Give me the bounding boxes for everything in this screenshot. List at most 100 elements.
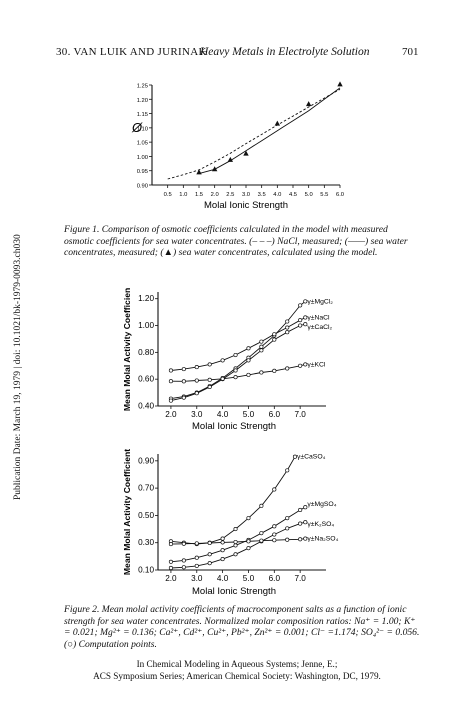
- x-tick-label: 5.5: [320, 192, 328, 198]
- computation-point: [285, 366, 290, 371]
- computation-point: [220, 358, 225, 363]
- computation-point: [233, 352, 238, 358]
- figure1-marks: [167, 81, 343, 180]
- computation-point: [181, 565, 186, 570]
- y-tick-label: 0.80: [138, 348, 154, 357]
- y-tick-label: 1.25: [137, 84, 148, 90]
- computation-point: [220, 536, 225, 541]
- data-point-triangle: [227, 156, 234, 162]
- computation-point: [220, 376, 225, 381]
- y-tick-label: 0.40: [138, 402, 154, 411]
- computation-point: [298, 363, 303, 368]
- series-line: [170, 317, 306, 371]
- computation-point: [181, 395, 186, 400]
- computation-point: [181, 558, 186, 563]
- figure2-top-x-label: Molal Ionic Strength: [192, 421, 276, 432]
- y-tick-label: 0.50: [138, 511, 154, 520]
- page-number: 701: [402, 46, 419, 58]
- computation-point: [285, 526, 290, 531]
- computation-point: [303, 520, 308, 525]
- series-label: γ±MgCl₂: [307, 298, 333, 305]
- figure2-bottom-marks: γ±CaSO₄ γ±MgSO₄ γ±K₂SO₄ γ±Na₂SO₄: [168, 454, 339, 571]
- y-tick-label: 0.70: [138, 484, 154, 493]
- x-tick-label: 7.0: [294, 574, 306, 583]
- data-point-triangle: [196, 169, 202, 175]
- computation-point: [259, 339, 264, 344]
- x-tick-label: 5.0: [305, 192, 313, 198]
- y-tick-label: 0.30: [138, 538, 154, 547]
- computation-point: [194, 541, 199, 546]
- computation-point: [303, 315, 308, 320]
- y-tick-label: 1.20: [137, 98, 148, 104]
- computation-point: [259, 348, 264, 353]
- figure1-axes: 0.5 1.0 1.5 2.0 2.5 3.0 3.5 4.0 4.5 5.0 5.5 6.0 0.90…: [137, 84, 344, 199]
- computation-point: [207, 540, 212, 546]
- x-tick-label: 4.0: [217, 410, 229, 419]
- computation-point: [246, 516, 251, 521]
- computation-point: [272, 524, 277, 529]
- computation-point: [246, 539, 251, 544]
- footer-citation-line2: ACS Symposium Series; American Chemical …: [93, 671, 381, 681]
- computation-point: [298, 323, 303, 328]
- publication-sidebar-text: Publication Date: March 19, 1979 | doi: …: [13, 234, 23, 500]
- computation-point: [233, 539, 238, 545]
- x-tick-label: 5.0: [243, 574, 255, 583]
- figure2-top-y-label: Mean Molal Activity Coefficient: [122, 288, 132, 411]
- figure2-bottom-chart: 2.0 3.0 4.0 5.0 6.0 7.0 0.10 0.30 0.50 0.70 0.90 γ…: [122, 449, 339, 597]
- computation-point: [233, 543, 238, 548]
- computation-point: [194, 563, 199, 568]
- computation-point: [272, 368, 277, 373]
- y-tick-label: 0.90: [137, 184, 148, 190]
- data-point-triangle: [274, 120, 281, 126]
- y-tick-label: 1.10: [137, 126, 148, 132]
- series-line: [170, 456, 296, 545]
- series-label: γ±K₂SO₄: [307, 521, 334, 528]
- y-tick-label: 1.00: [137, 155, 148, 161]
- publication-sidebar: Publication Date: March 19, 1979 | doi: …: [2, 200, 23, 500]
- series-label: γ±NaCl: [307, 314, 330, 321]
- figure1-y-label: Ø: [131, 120, 143, 135]
- series-line: [170, 363, 306, 382]
- computation-point: [292, 454, 298, 459]
- computation-point: [272, 532, 277, 537]
- computation-point: [168, 379, 173, 384]
- x-tick-label: 3.0: [191, 410, 203, 419]
- x-tick-label: 5.0: [243, 410, 255, 419]
- computation-point: [298, 318, 303, 323]
- y-tick-label: 1.00: [138, 321, 154, 330]
- figure2-bottom-x-label: Molal Ionic Strength: [192, 586, 276, 597]
- x-tick-label: 3.5: [258, 192, 266, 198]
- x-tick-label: 2.0: [211, 192, 219, 198]
- data-point-triangle: [305, 101, 312, 107]
- computation-point: [259, 370, 264, 375]
- x-tick-label: 4.5: [289, 192, 297, 198]
- computation-point: [298, 303, 303, 308]
- computation-point: [220, 548, 225, 553]
- computation-point: [259, 531, 264, 536]
- computation-point: [303, 536, 308, 541]
- computation-point: [259, 538, 264, 543]
- computation-point: [303, 299, 308, 304]
- computation-point: [285, 516, 290, 521]
- data-point-triangle: [243, 150, 249, 156]
- data-point-triangle: [337, 81, 343, 87]
- series-line: [170, 521, 306, 569]
- computation-point: [220, 540, 225, 545]
- computation-point: [207, 362, 212, 367]
- x-tick-label: 2.5: [226, 192, 234, 198]
- computation-point: [194, 365, 199, 370]
- computation-point: [272, 538, 277, 543]
- computation-point: [246, 346, 251, 351]
- figure2-caption: Figure 2. Mean molal activity coefficien…: [64, 604, 420, 650]
- computation-point: [168, 398, 173, 403]
- computation-point: [246, 546, 251, 551]
- computation-point: [207, 552, 212, 557]
- x-tick-label: 6.0: [269, 574, 281, 583]
- computation-point: [233, 368, 238, 373]
- computation-point: [285, 537, 290, 542]
- computation-point: [298, 521, 303, 526]
- computation-point: [168, 559, 173, 564]
- series-label: γ±CaCl₂: [307, 324, 332, 331]
- computation-point: [233, 527, 238, 532]
- y-tick-label: 0.95: [137, 169, 148, 175]
